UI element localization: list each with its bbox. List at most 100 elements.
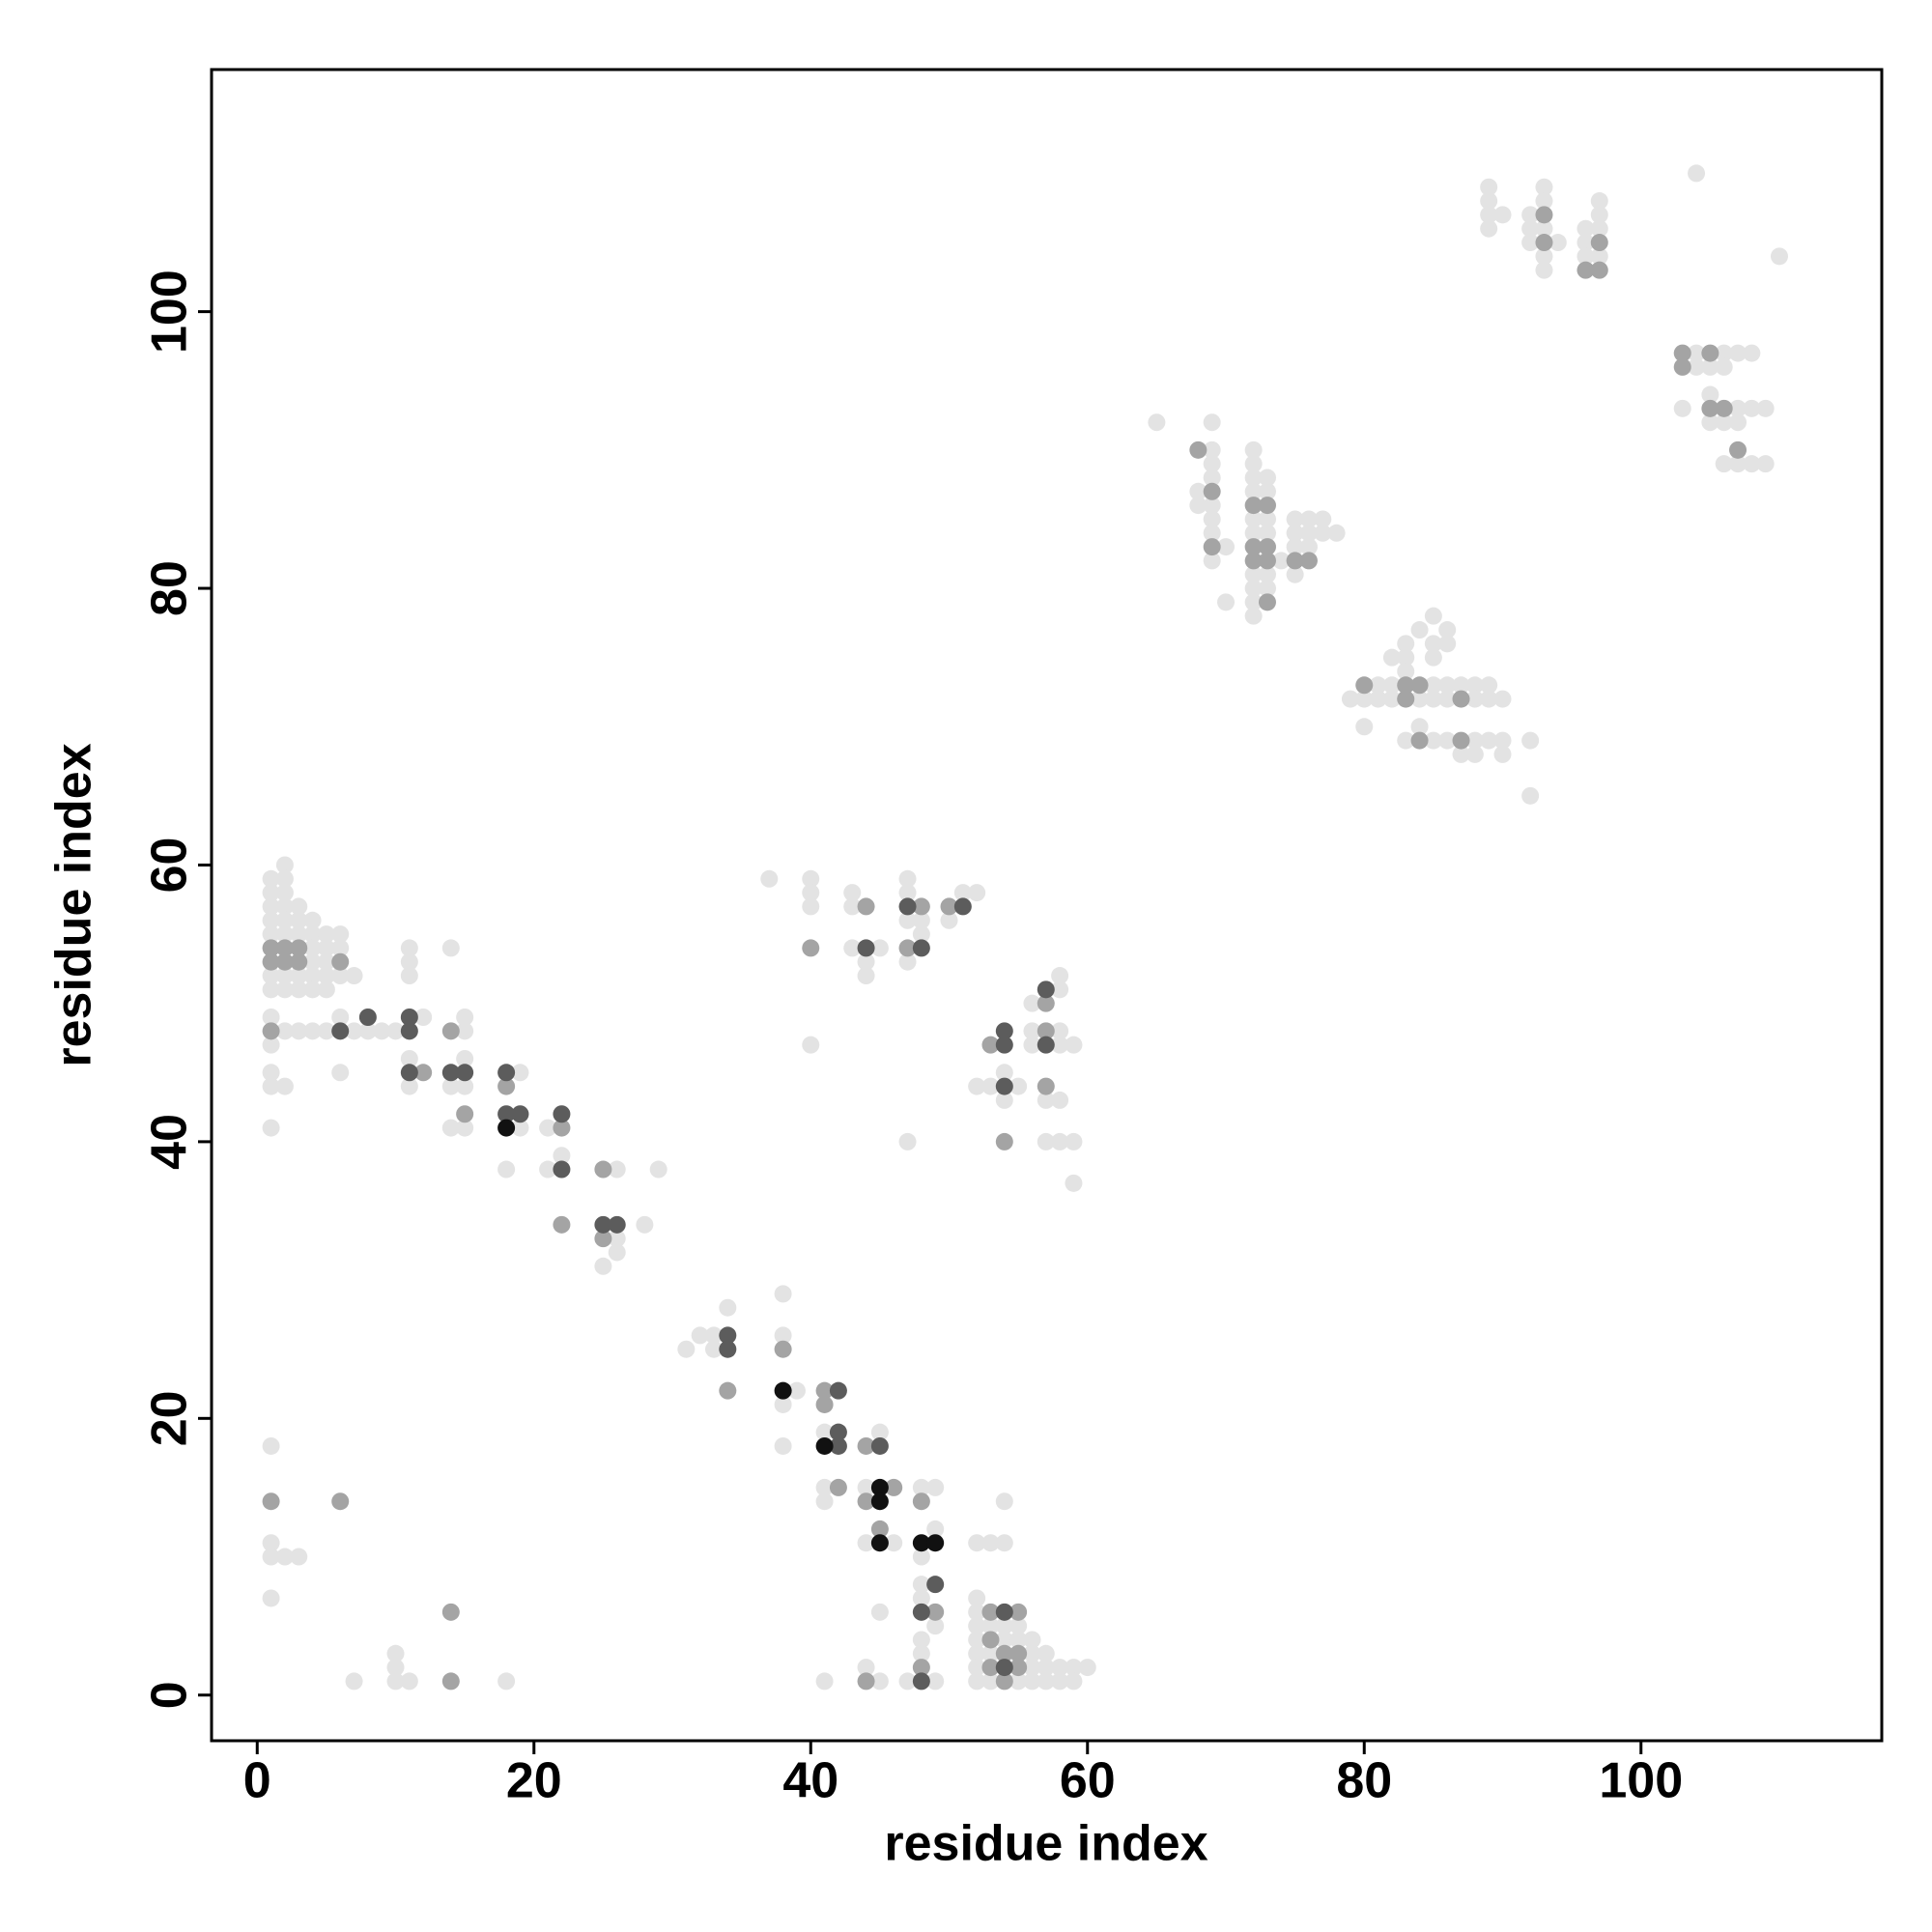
point — [995, 1603, 1013, 1621]
point — [1009, 1631, 1028, 1649]
point — [262, 925, 280, 944]
point — [1148, 413, 1166, 432]
point — [511, 1064, 529, 1082]
point — [1521, 219, 1540, 238]
point — [1397, 731, 1415, 750]
point — [1299, 552, 1318, 570]
point — [1465, 731, 1484, 750]
point — [912, 939, 930, 957]
point — [1203, 469, 1221, 487]
point — [1480, 219, 1498, 238]
point — [885, 1534, 903, 1552]
point — [317, 980, 335, 999]
point — [262, 1022, 280, 1040]
point — [1452, 731, 1470, 750]
point — [414, 1064, 433, 1082]
point — [1729, 344, 1747, 362]
point — [1078, 1659, 1096, 1677]
point — [995, 1036, 1013, 1054]
point — [1438, 731, 1457, 750]
point — [1590, 206, 1608, 224]
point — [497, 1160, 516, 1179]
point — [262, 939, 280, 957]
point — [290, 911, 308, 929]
point — [995, 1022, 1013, 1040]
point — [1037, 994, 1055, 1012]
point — [995, 1644, 1013, 1662]
point — [1203, 482, 1221, 500]
point — [1410, 676, 1429, 695]
point — [1009, 1672, 1028, 1690]
point — [1701, 385, 1719, 404]
point — [968, 884, 986, 902]
point — [981, 1617, 1000, 1635]
point — [1258, 497, 1276, 515]
point — [1037, 1091, 1055, 1109]
point — [1701, 399, 1719, 417]
point — [1438, 621, 1457, 639]
point — [857, 967, 875, 985]
point — [1535, 247, 1553, 266]
point — [511, 1105, 529, 1123]
point — [981, 1077, 1000, 1095]
point — [1701, 357, 1719, 376]
point — [802, 1036, 820, 1054]
point — [331, 1022, 350, 1040]
point — [857, 897, 875, 916]
point — [968, 1077, 986, 1095]
point — [414, 1009, 433, 1027]
point — [345, 1672, 363, 1690]
point — [1203, 538, 1221, 556]
point — [898, 939, 917, 957]
point — [1577, 261, 1595, 279]
point — [1397, 662, 1415, 680]
point — [1217, 593, 1236, 611]
point — [1244, 510, 1263, 528]
point — [815, 1381, 834, 1400]
point — [1397, 648, 1415, 667]
point — [1480, 731, 1498, 750]
point — [441, 1119, 460, 1137]
point — [1397, 690, 1415, 708]
point — [1743, 455, 1761, 473]
point — [995, 1534, 1013, 1552]
point — [290, 980, 308, 999]
point — [1037, 1132, 1055, 1151]
point — [1577, 234, 1595, 252]
point — [1493, 745, 1512, 763]
point — [1410, 690, 1429, 708]
point — [275, 856, 294, 874]
point — [1521, 731, 1540, 750]
point — [594, 1215, 612, 1234]
point — [456, 1049, 474, 1067]
point — [912, 911, 930, 929]
point — [1673, 344, 1691, 362]
point — [262, 1064, 280, 1082]
point — [290, 925, 308, 944]
x-tick-label: 40 — [782, 1753, 838, 1809]
point — [1286, 552, 1304, 570]
point — [1535, 219, 1553, 238]
point — [940, 897, 958, 916]
point — [262, 967, 280, 985]
point — [1051, 980, 1069, 999]
x-tick-label: 60 — [1060, 1753, 1116, 1809]
point — [262, 980, 280, 999]
point — [1037, 1659, 1055, 1677]
point — [275, 952, 294, 971]
point — [1535, 192, 1553, 211]
point — [1051, 1659, 1069, 1677]
point — [290, 939, 308, 957]
point — [870, 1436, 889, 1455]
point — [898, 952, 917, 971]
point — [275, 967, 294, 985]
point — [497, 1119, 516, 1137]
point — [275, 1022, 294, 1040]
point — [608, 1160, 626, 1179]
point — [912, 1603, 930, 1621]
point — [1424, 648, 1442, 667]
point — [1051, 1091, 1069, 1109]
point — [275, 884, 294, 902]
point — [1244, 524, 1263, 542]
point — [1244, 538, 1263, 556]
